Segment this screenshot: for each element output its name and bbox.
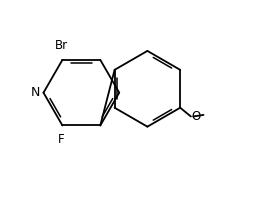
Text: O: O <box>192 110 201 123</box>
Text: F: F <box>58 133 65 146</box>
Text: N: N <box>31 86 41 99</box>
Text: Br: Br <box>55 39 68 52</box>
